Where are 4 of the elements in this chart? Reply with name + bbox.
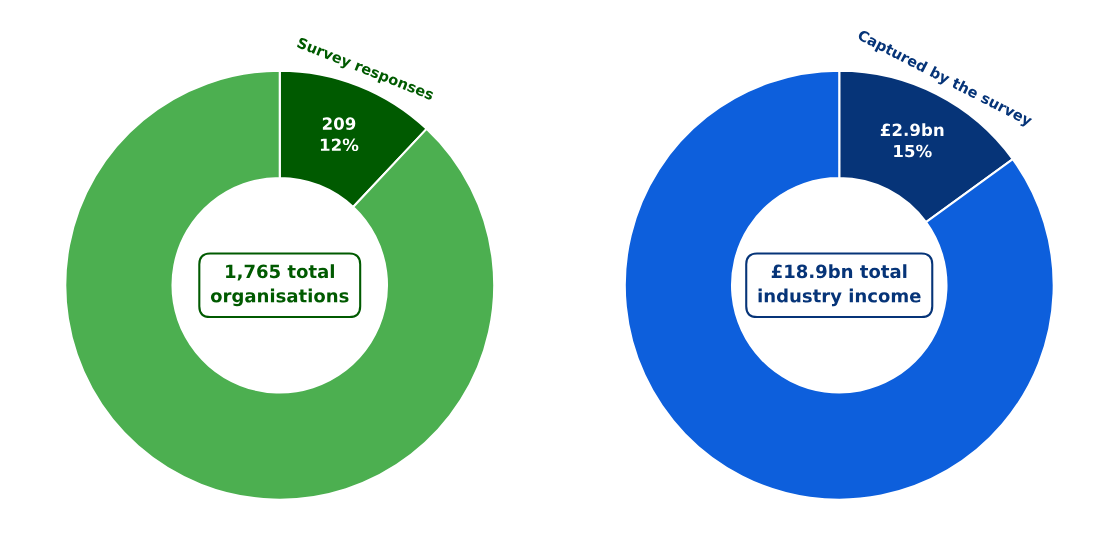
data-label: 209 12% <box>320 117 359 152</box>
text: 1,765 total organisations <box>210 264 349 307</box>
text: £18.9bn total industry income <box>758 264 921 307</box>
data-label: £2.9bn 15% <box>880 123 944 158</box>
